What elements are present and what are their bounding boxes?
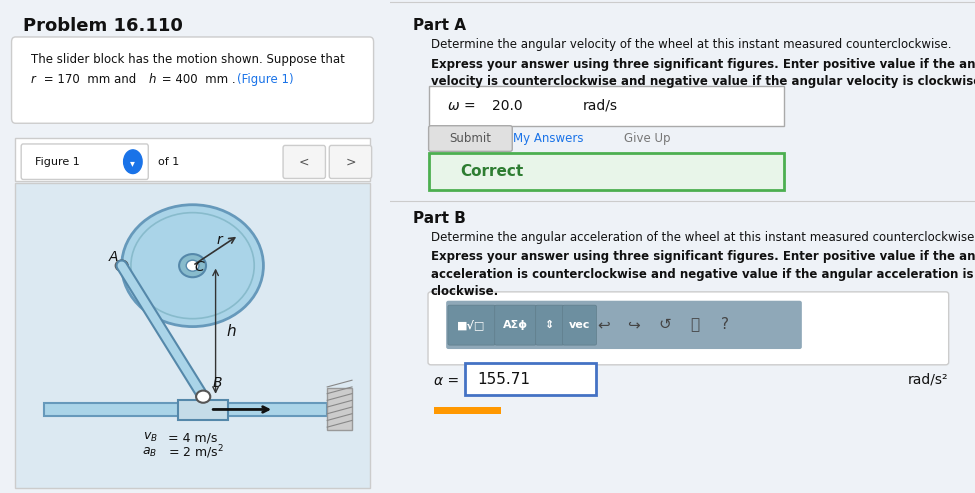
FancyBboxPatch shape [465,363,596,395]
Text: h: h [226,324,236,339]
Text: α =: α = [434,374,459,387]
Text: ⬛: ⬛ [690,317,699,332]
Circle shape [122,205,263,326]
Text: Part B: Part B [413,211,466,226]
Text: A: A [108,250,118,264]
Text: Express your answer using three significant figures. Enter positive value if the: Express your answer using three signific… [431,58,975,71]
Text: acceleration is counterclockwise and negative value if the angular acceleration : acceleration is counterclockwise and neg… [431,268,973,281]
Text: ↩: ↩ [597,317,610,332]
Text: h: h [148,73,156,86]
Text: C: C [195,260,205,274]
Text: 20.0: 20.0 [492,99,523,113]
Text: >: > [345,155,356,168]
Bar [44,403,328,417]
Text: r: r [216,233,222,247]
Text: The slider block has the motion shown. Suppose that: The slider block has the motion shown. S… [31,53,345,66]
FancyBboxPatch shape [12,37,373,123]
Circle shape [179,254,206,277]
Text: Express your answer using three significant figures. Enter positive value if the: Express your answer using three signific… [431,250,975,263]
Text: ■√□: ■√□ [457,319,486,330]
Text: My Answers: My Answers [513,132,583,145]
FancyBboxPatch shape [494,305,536,345]
Text: ?: ? [722,317,729,332]
Text: B: B [214,376,222,390]
FancyBboxPatch shape [330,145,371,178]
Text: 155.71: 155.71 [478,372,530,387]
Text: = 2 m/s$^2$: = 2 m/s$^2$ [169,443,224,461]
Text: ⇕: ⇕ [545,320,555,330]
FancyBboxPatch shape [428,292,949,365]
Text: of 1: of 1 [158,157,179,167]
Text: ↺: ↺ [658,317,671,332]
Circle shape [196,390,211,403]
FancyBboxPatch shape [429,126,512,151]
Text: Figure 1: Figure 1 [35,157,79,167]
Circle shape [186,260,199,271]
Text: AΣϕ: AΣϕ [503,320,528,330]
FancyBboxPatch shape [448,305,495,345]
Bar [434,407,501,414]
Text: ▾: ▾ [131,158,136,168]
Text: r: r [31,73,36,86]
Text: Part A: Part A [413,18,466,33]
Text: velocity is counterclockwise and negative value if the angular velocity is clock: velocity is counterclockwise and negativ… [431,75,975,88]
FancyBboxPatch shape [16,183,370,488]
Text: Submit: Submit [449,132,491,145]
Circle shape [124,150,142,174]
Text: rad/s: rad/s [583,99,618,113]
Bar [178,400,228,420]
Text: = 400  mm .: = 400 mm . [158,73,239,86]
FancyBboxPatch shape [429,86,784,126]
FancyBboxPatch shape [563,305,597,345]
Text: clockwise.: clockwise. [431,285,499,298]
Text: Give Up: Give Up [624,132,671,145]
Text: ω =: ω = [448,99,476,113]
Text: $v_B$: $v_B$ [142,431,158,444]
Text: ↪: ↪ [628,317,641,332]
FancyBboxPatch shape [447,301,801,349]
Text: = 4 m/s: = 4 m/s [169,431,217,444]
Text: rad/s²: rad/s² [908,372,949,386]
Text: vec: vec [568,320,590,330]
FancyBboxPatch shape [429,153,784,190]
FancyBboxPatch shape [21,144,148,179]
Text: Determine the angular acceleration of the wheel at this instant measured counter: Determine the angular acceleration of th… [431,231,975,244]
Text: $a_B$: $a_B$ [142,446,158,458]
Text: = 170  mm and: = 170 mm and [40,73,140,86]
Text: <: < [299,155,309,168]
Text: Correct: Correct [460,164,524,179]
Circle shape [116,260,128,271]
FancyBboxPatch shape [16,138,370,181]
FancyBboxPatch shape [283,145,326,178]
Text: Determine the angular velocity of the wheel at this instant measured countercloc: Determine the angular velocity of the wh… [431,38,952,51]
Text: (Figure 1): (Figure 1) [237,73,293,86]
Bar [328,387,352,430]
FancyBboxPatch shape [535,305,564,345]
Text: Problem 16.110: Problem 16.110 [23,17,183,35]
